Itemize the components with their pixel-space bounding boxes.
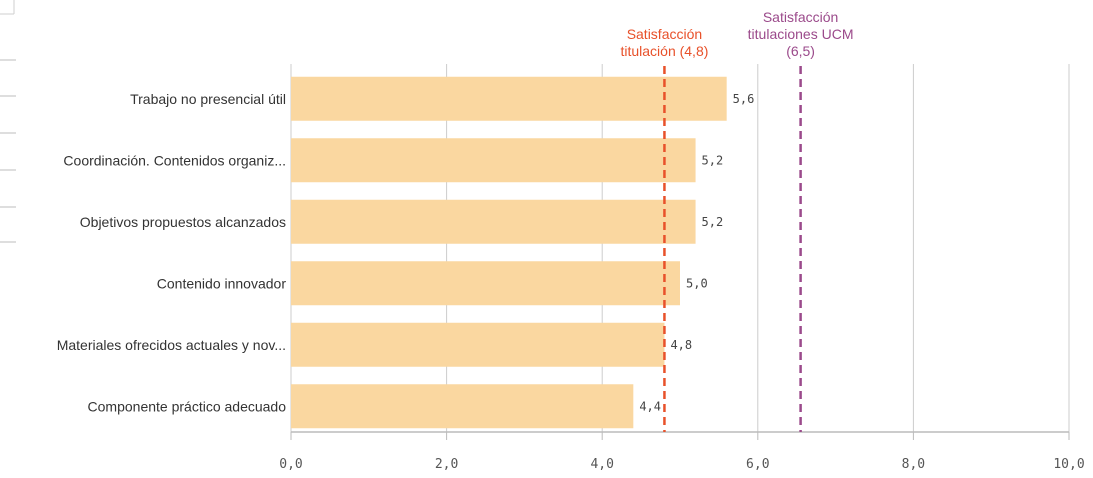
reference-label: Satisfacción	[627, 26, 702, 42]
x-tick-label: 6,0	[746, 457, 769, 472]
category-labels: Trabajo no presencial útil Coordinación. …	[57, 91, 287, 415]
bars-group: 5,6 5,2 5,2 5,0 4,8 4,4	[291, 76, 755, 429]
reference-label: (6,5)	[786, 43, 815, 59]
bar[interactable]	[291, 76, 727, 121]
reference-label: Satisfacción	[763, 9, 838, 25]
bar[interactable]	[291, 138, 696, 183]
x-tick-label: 4,0	[590, 457, 613, 472]
reference-label: titulaciones UCM	[748, 26, 854, 42]
left-edge-fragments	[0, 0, 16, 243]
x-axis: 0,0 2,0 4,0 6,0 8,0 10,0	[279, 431, 1085, 472]
bar-value-label: 5,0	[686, 276, 708, 290]
bar-value-label: 5,2	[702, 215, 724, 229]
category-label: Coordinación. Contenidos organiz...	[63, 152, 286, 168]
x-tick-label: 10,0	[1053, 457, 1084, 472]
bar-value-label: 5,2	[702, 153, 724, 167]
bar[interactable]	[291, 261, 680, 306]
x-tick-label: 0,0	[279, 457, 302, 472]
category-label: Contenido innovador	[157, 275, 287, 291]
grid-lines	[290, 64, 1070, 432]
bar-value-label: 5,6	[733, 92, 755, 106]
bar[interactable]	[291, 199, 696, 244]
bar-value-label: 4,8	[670, 338, 692, 352]
category-label: Objetivos propuestos alcanzados	[80, 214, 286, 230]
x-tick-label: 8,0	[902, 457, 925, 472]
bar[interactable]	[291, 384, 634, 429]
bar-value-label: 4,4	[639, 399, 661, 413]
category-label: Materiales ofrecidos actuales y nov...	[57, 337, 286, 353]
x-tick-label: 2,0	[435, 457, 458, 472]
category-label: Componente práctico adecuado	[88, 398, 287, 414]
bar[interactable]	[291, 322, 665, 367]
category-label: Trabajo no presencial útil	[130, 91, 286, 107]
reference-label: titulación (4,8)	[620, 43, 708, 59]
